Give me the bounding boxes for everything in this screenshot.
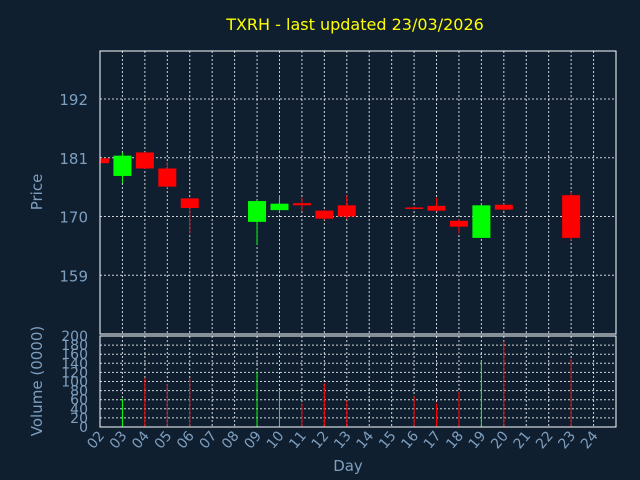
volume-y-tick-label: 180 xyxy=(61,338,88,354)
candle-body xyxy=(113,155,132,176)
candle-body xyxy=(180,198,199,208)
candle-body xyxy=(472,205,491,238)
chart-title: TXRH - last updated 23/03/2026 xyxy=(225,15,484,34)
volume-y-tick-label: 120 xyxy=(61,365,88,381)
volume-axis-label: Volume (0000) xyxy=(28,326,46,436)
candle-body xyxy=(100,158,109,164)
candle-body xyxy=(248,201,267,222)
volume-y-tick-label: 100 xyxy=(61,375,88,391)
candle-body xyxy=(315,210,334,219)
volume-y-tick-label: 80 xyxy=(70,384,88,400)
candle-body xyxy=(292,203,311,206)
volume-y-tick-label: 40 xyxy=(70,402,88,418)
candle-body xyxy=(135,152,154,169)
candle-body xyxy=(158,168,177,187)
volume-y-tick-label: 160 xyxy=(61,347,88,363)
price-axis-label: Price xyxy=(28,174,46,211)
x-axis-label: Day xyxy=(333,457,363,475)
x-tick-labels: 0203040506070809101112131415161718192021… xyxy=(84,428,601,452)
candle-body xyxy=(449,220,468,227)
candle-body xyxy=(494,204,513,210)
candle-body xyxy=(337,205,356,217)
price-panel-frame xyxy=(99,50,617,335)
candlesticks xyxy=(99,151,581,245)
volume-panel-frame xyxy=(99,335,617,428)
price-panel: 159 170 181 192 Price xyxy=(28,50,617,335)
candle-body xyxy=(405,207,424,209)
volume-y-tick-label: 200 xyxy=(61,329,88,345)
price-y-tick-label: 181 xyxy=(59,150,88,168)
volume-bars xyxy=(121,341,572,427)
price-grid xyxy=(100,51,616,334)
volume-y-tick-label: 60 xyxy=(70,393,88,409)
candle-body xyxy=(562,195,581,238)
price-y-tick-label: 170 xyxy=(59,209,88,227)
volume-y-tick-label: 20 xyxy=(70,411,88,427)
candle-body xyxy=(427,205,446,211)
price-y-tick-label: 192 xyxy=(59,91,88,109)
price-y-tick-labels: 159 170 181 192 xyxy=(59,91,88,285)
price-y-tick-label: 159 xyxy=(59,267,88,285)
volume-y-tick-label: 140 xyxy=(61,356,88,372)
volume-y-tick-label: 0 xyxy=(79,420,88,436)
candle-body xyxy=(270,203,289,211)
